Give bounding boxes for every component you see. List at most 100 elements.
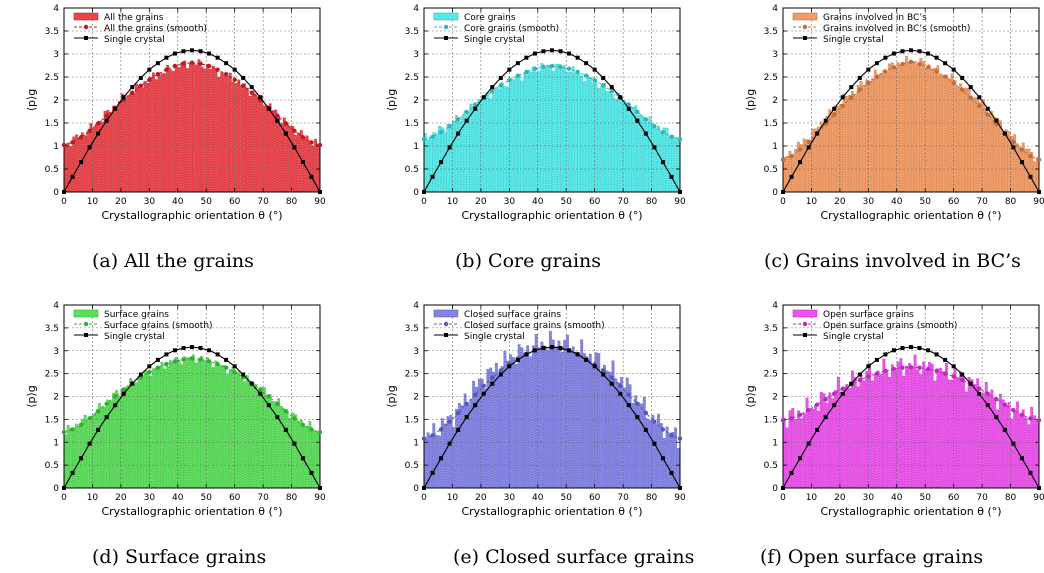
smooth-point bbox=[147, 77, 152, 82]
histogram-bar bbox=[927, 361, 931, 489]
smooth-point bbox=[121, 387, 126, 392]
single-crystal-point bbox=[232, 67, 237, 72]
histogram-bar bbox=[622, 387, 626, 489]
caption-a: (a) All the grains bbox=[92, 250, 254, 272]
y-tick-label: 1.5 bbox=[764, 415, 778, 425]
histogram-bar bbox=[611, 94, 615, 193]
single-crystal-point bbox=[113, 403, 118, 408]
y-tick-label: 0.5 bbox=[764, 165, 778, 175]
x-tick-label: 60 bbox=[229, 493, 241, 503]
histogram-bar bbox=[446, 416, 450, 489]
histogram-bar bbox=[438, 125, 441, 193]
histogram-bar bbox=[69, 427, 73, 489]
single-crystal-point bbox=[609, 381, 614, 386]
smooth-point bbox=[130, 90, 135, 95]
histogram-bar bbox=[123, 99, 127, 193]
histogram-bar bbox=[291, 126, 295, 193]
histogram-bar bbox=[543, 66, 547, 193]
histogram-bar bbox=[859, 374, 863, 489]
single-crystal-point bbox=[1019, 160, 1024, 165]
histogram-bar bbox=[231, 367, 235, 489]
single-crystal-point bbox=[121, 391, 126, 396]
histogram-bar bbox=[885, 369, 889, 489]
histogram-bar bbox=[494, 362, 498, 489]
histogram-bar bbox=[600, 86, 604, 193]
histogram-bar bbox=[435, 133, 439, 193]
histogram-bar bbox=[614, 98, 618, 193]
smooth-point bbox=[421, 436, 427, 441]
histogram-bar bbox=[483, 95, 487, 193]
histogram-bar bbox=[919, 374, 923, 489]
histogram-bar bbox=[449, 124, 453, 193]
x-tick-label: 30 bbox=[144, 493, 156, 503]
smooth-point bbox=[806, 408, 811, 413]
smooth-point bbox=[669, 134, 674, 139]
histogram-bar bbox=[72, 429, 76, 489]
x-tick-label: 90 bbox=[314, 197, 326, 207]
histogram-bar bbox=[676, 448, 680, 489]
x-axis-label: Crystallographic orientation θ (°) bbox=[461, 505, 642, 518]
histogram-bar bbox=[265, 394, 269, 489]
histogram-bar bbox=[203, 68, 207, 193]
histogram-bar bbox=[546, 349, 550, 489]
histogram-bar bbox=[89, 415, 93, 489]
x-tick-label: 10 bbox=[806, 493, 818, 503]
histogram-bar bbox=[1016, 401, 1019, 489]
histogram-bar bbox=[566, 72, 569, 193]
histogram-bar bbox=[208, 68, 212, 193]
y-tick-label: 0.5 bbox=[45, 461, 59, 471]
histogram-bar bbox=[551, 70, 555, 193]
histogram-bar bbox=[220, 72, 224, 193]
histogram-bar bbox=[605, 91, 609, 193]
single-crystal-point bbox=[524, 55, 529, 60]
histogram-bar bbox=[120, 388, 124, 489]
histogram-bar bbox=[503, 86, 507, 193]
histogram-bar bbox=[455, 115, 459, 193]
single-crystal-point bbox=[669, 174, 674, 179]
single-crystal-point bbox=[309, 174, 314, 179]
smooth-point bbox=[994, 397, 999, 402]
smooth-point bbox=[172, 63, 178, 69]
histogram-bar bbox=[637, 115, 641, 193]
histogram-bar bbox=[297, 421, 300, 489]
histogram-bar bbox=[262, 387, 266, 489]
smooth-point bbox=[643, 410, 649, 416]
x-tick-label: 50 bbox=[919, 197, 931, 207]
histogram-bar bbox=[543, 345, 547, 489]
histogram-bar bbox=[245, 87, 249, 193]
smooth-point bbox=[309, 427, 314, 432]
histogram-bar bbox=[953, 80, 957, 193]
chart-panel-d: 0 10 20 30 40 50 60 70 80 90 0 0.5 1 1.5 2 2.5 3 3.5 4 Surf… bbox=[25, 301, 326, 518]
smooth-point bbox=[951, 80, 956, 86]
smooth-point bbox=[660, 427, 666, 432]
single-crystal-point bbox=[439, 456, 444, 461]
histogram-bar bbox=[625, 102, 629, 193]
grid bbox=[783, 305, 1039, 488]
smooth-point bbox=[866, 374, 871, 379]
histogram-bar bbox=[97, 402, 101, 489]
smooth-point bbox=[609, 89, 614, 94]
histogram-bar bbox=[654, 423, 658, 489]
histogram-bar bbox=[114, 107, 118, 193]
y-tick-label: 4 bbox=[53, 4, 59, 14]
smooth-point bbox=[61, 142, 67, 148]
y-tick-label: 4 bbox=[772, 301, 778, 311]
single-crystal-point bbox=[490, 381, 495, 386]
single-crystal-point bbox=[318, 486, 322, 490]
histogram-bar bbox=[1024, 417, 1028, 489]
single-crystal-point bbox=[550, 48, 554, 53]
histogram-bar bbox=[186, 68, 190, 193]
histogram-bar bbox=[262, 105, 266, 193]
histogram-bar bbox=[828, 392, 832, 489]
histogram-bar bbox=[472, 106, 476, 193]
histogram-bar bbox=[853, 93, 857, 193]
smooth-point bbox=[481, 383, 486, 389]
single-crystal-point bbox=[266, 403, 271, 408]
smooth-point bbox=[155, 365, 161, 370]
histogram-bar bbox=[865, 79, 869, 193]
histogram-bar bbox=[112, 105, 116, 193]
histogram-bar bbox=[166, 64, 170, 193]
histogram-bar bbox=[597, 88, 601, 193]
smooth-point bbox=[823, 397, 828, 402]
